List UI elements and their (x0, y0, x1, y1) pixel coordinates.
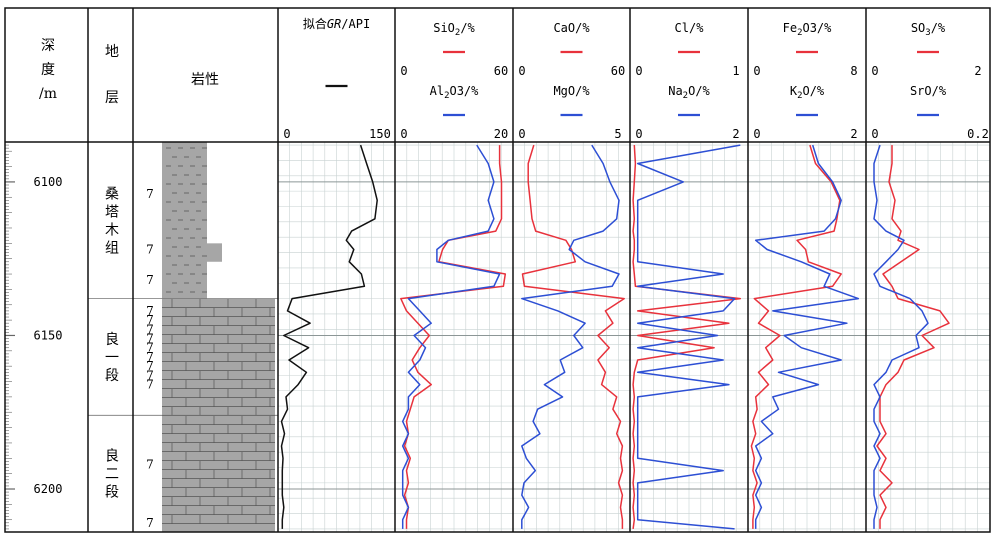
scale-min-label: 0 (400, 127, 407, 141)
scale-min-label: 0 (518, 64, 525, 78)
lithology-mark-label: 7 (146, 304, 154, 318)
formation-header-label: 层 (105, 90, 119, 106)
scale-min-label: 0 (400, 64, 407, 78)
scale-min-label: 0 (283, 127, 290, 141)
scale-min-label: 0 (753, 64, 760, 78)
lithology-mark-label: 7 (146, 516, 154, 530)
lithology-mark-label: 7 (146, 332, 154, 346)
curve-k2o (754, 144, 860, 529)
curve-cl (632, 145, 742, 529)
series-title: Na2O/% (668, 84, 710, 101)
scale-max-label: 1 (732, 64, 739, 78)
curve-cao (521, 144, 625, 529)
depth-tick-label: 6150 (34, 328, 63, 342)
frame-layer (4, 7, 991, 533)
lithology-mark-label: 7 (146, 242, 154, 256)
series-title: CaO/% (553, 21, 590, 35)
lithology-column (162, 142, 275, 532)
scale-max-label: 60 (494, 64, 508, 78)
scale-max-label: 0.2 (967, 127, 989, 141)
formation-label-char: 段 (105, 368, 119, 384)
scale-max-label: 2 (974, 64, 981, 78)
lithology-protrusion (207, 243, 222, 262)
curve-al2o3 (401, 144, 501, 529)
lithology-mark-label: 7 (146, 322, 154, 336)
depth-header-label: /m (39, 86, 57, 102)
series-title: Fe2O3/% (783, 21, 833, 38)
scale-max-label: 20 (494, 127, 508, 141)
scale-max-label: 8 (850, 64, 857, 78)
scale-min-label: 0 (518, 127, 525, 141)
series-title: SrO/% (910, 84, 947, 98)
grid-layer (278, 142, 990, 532)
lithology-mark-label: 7 (146, 273, 154, 287)
series-title: SiO2/% (433, 21, 475, 38)
series-title: MgO/% (553, 84, 590, 98)
formation-label-char: 桑 (105, 186, 119, 202)
formation-header-label: 地 (105, 44, 119, 60)
depth-header-label: 深 (41, 38, 55, 54)
scale-max-label: 5 (614, 127, 621, 141)
formation-label-char: 组 (105, 240, 119, 256)
lithology-mark-label: 7 (146, 378, 154, 392)
curve-so3 (876, 145, 950, 529)
scale-max-label: 2 (850, 127, 857, 141)
scale-min-label: 0 (871, 64, 878, 78)
lithology-mark-label: 7 (146, 457, 154, 471)
curves-layer (280, 144, 950, 530)
formation-label-char: 段 (105, 485, 119, 501)
series-title: K2O/% (790, 84, 825, 101)
scale-min-label: 0 (635, 64, 642, 78)
depth-header-label: 度 (41, 62, 55, 78)
formation-label-char: 二 (105, 467, 119, 483)
scale-min-label: 0 (753, 127, 760, 141)
curve-sio2 (400, 145, 507, 529)
lithology-mark-label: 7 (146, 313, 154, 327)
scale-max-label: 60 (611, 64, 625, 78)
curve-mgo (521, 144, 620, 529)
lithology-mark-label: 7 (146, 187, 154, 201)
curve-gr (280, 144, 378, 529)
series-title: Cl/% (675, 21, 705, 35)
scale-min-label: 0 (635, 127, 642, 141)
depth-tick-label: 6200 (34, 482, 63, 496)
lithology-mark-label: 7 (146, 350, 154, 364)
lithology-mark-label: 7 (146, 368, 154, 382)
series-title: SO3/% (911, 21, 946, 38)
series-title: Al2O3/% (430, 84, 480, 101)
lithology-mark-label: 7 (146, 359, 154, 373)
curve-na2o (636, 144, 741, 530)
lithology-header-label: 岩性 (191, 72, 219, 88)
formation-label-char: 良 (105, 449, 119, 465)
track-title: 拟合GR/API (303, 16, 370, 31)
curve-fe2o3 (750, 144, 842, 529)
formation-label-char: 良 (105, 332, 119, 348)
formation-label-char: 木 (105, 222, 119, 238)
scale-max-label: 150 (369, 127, 391, 141)
depth-tick-label: 6100 (34, 175, 63, 189)
lithology-mark-label: 7 (146, 341, 154, 355)
outer-frame (4, 7, 991, 533)
scale-max-label: 2 (732, 127, 739, 141)
text-layer: 77777777777777桑塔木组良一段良二段610061506200深度/m… (34, 16, 989, 530)
scale-min-label: 0 (871, 127, 878, 141)
formation-label-char: 塔 (105, 204, 119, 220)
curve-sro (873, 144, 929, 529)
formation-label-char: 一 (105, 350, 119, 366)
